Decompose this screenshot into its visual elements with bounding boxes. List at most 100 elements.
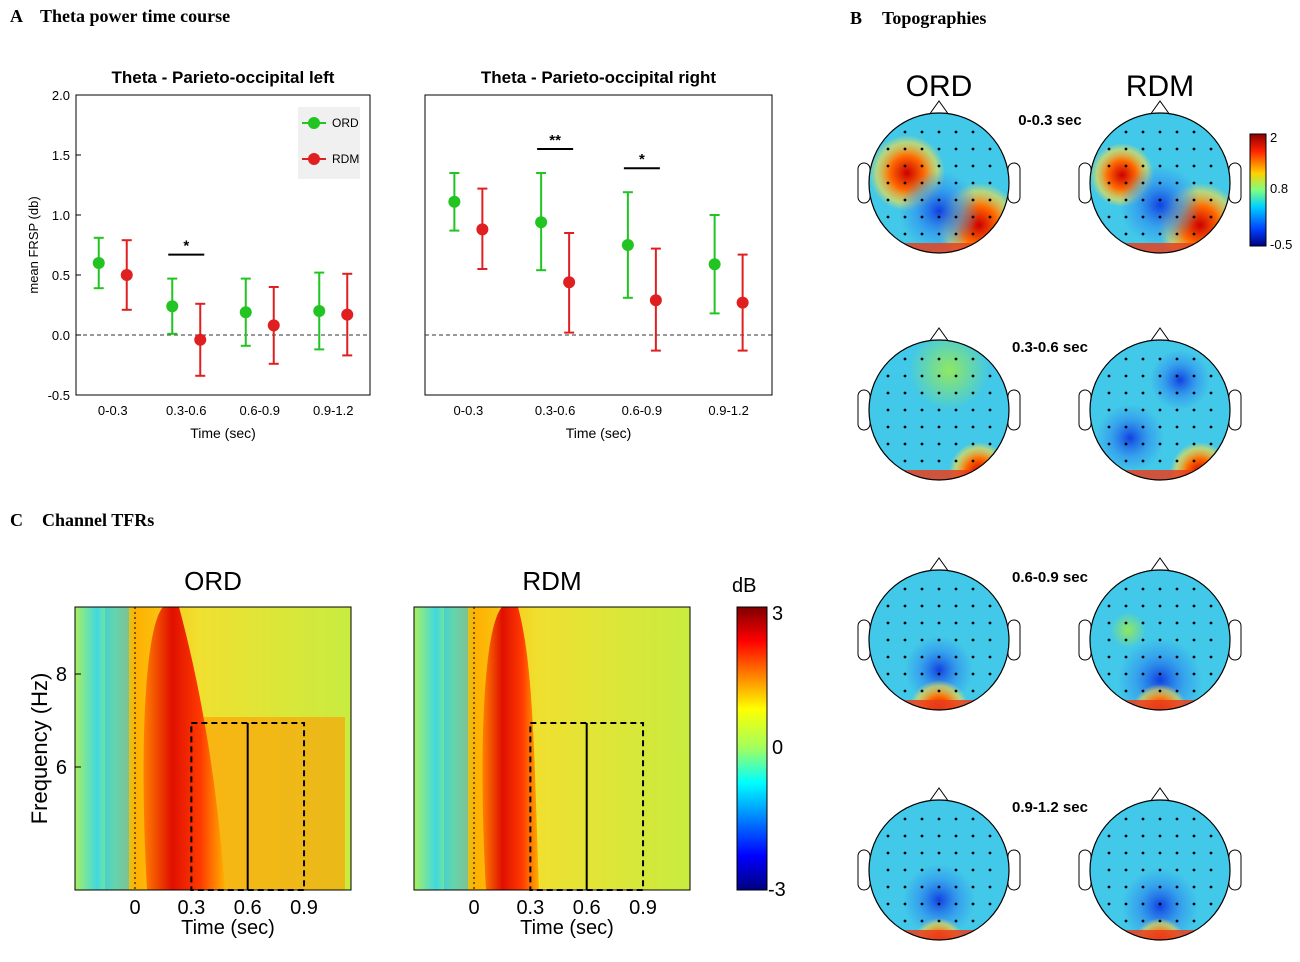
topo-electrode bbox=[1124, 919, 1128, 923]
y-tick-label: -0.5 bbox=[48, 388, 70, 403]
topo-electrode bbox=[1209, 672, 1213, 676]
topo-electrode bbox=[1192, 689, 1196, 693]
topo-electrode bbox=[1141, 232, 1145, 236]
x-tick-label: 0.3-0.6 bbox=[535, 403, 575, 418]
data-point-rdm bbox=[563, 276, 576, 289]
legend-box bbox=[298, 107, 360, 179]
topo-electrode bbox=[1158, 919, 1162, 923]
topo-electrode bbox=[1124, 232, 1128, 236]
topo-electrode bbox=[1141, 164, 1145, 168]
x-tick-label: 0-0.3 bbox=[98, 403, 128, 418]
topo-electrode bbox=[1107, 425, 1111, 429]
topo-electrode bbox=[1141, 621, 1145, 625]
topo-electrode bbox=[886, 181, 890, 185]
topo-nose bbox=[1149, 787, 1171, 803]
topo-electrode bbox=[1209, 391, 1213, 395]
topo-electrode bbox=[1141, 587, 1145, 591]
topo-electrode bbox=[954, 919, 958, 923]
topo-electrode bbox=[1124, 902, 1128, 906]
topo-electrode bbox=[971, 902, 975, 906]
data-point-rdm bbox=[267, 319, 280, 332]
topo-electrode bbox=[971, 130, 975, 134]
topo-head-map bbox=[1090, 570, 1230, 710]
topo-electrode bbox=[920, 442, 924, 446]
topo-electrode bbox=[937, 621, 941, 625]
topo-electrode bbox=[971, 391, 975, 395]
topo-electrode bbox=[886, 834, 890, 838]
topo-electrode bbox=[1175, 357, 1179, 361]
topo-electrode bbox=[1158, 425, 1162, 429]
topo-electrode bbox=[1158, 442, 1162, 446]
topo-electrode bbox=[1209, 885, 1213, 889]
topo-electrode bbox=[1124, 130, 1128, 134]
topo-electrode bbox=[954, 408, 958, 412]
topo-electrode bbox=[1124, 181, 1128, 185]
topo-electrode bbox=[903, 408, 907, 412]
topo-electrode bbox=[937, 459, 941, 463]
topo-electrode bbox=[1141, 919, 1145, 923]
topo-electrode bbox=[886, 604, 890, 608]
x-tick-label: 0.6-0.9 bbox=[622, 403, 662, 418]
topo-electrode bbox=[920, 902, 924, 906]
topo-electrode bbox=[937, 638, 941, 642]
topo-electrode bbox=[1209, 147, 1213, 151]
topo-electrode bbox=[903, 459, 907, 463]
topo-condition-label: RDM bbox=[1126, 70, 1194, 103]
topo-nose bbox=[1149, 327, 1171, 343]
topo-electrode bbox=[937, 885, 941, 889]
topo-electrode bbox=[1192, 604, 1196, 608]
topo-electrode bbox=[1175, 655, 1179, 659]
topo-electrode bbox=[1124, 357, 1128, 361]
topo-electrode bbox=[1141, 885, 1145, 889]
topo-electrode bbox=[1158, 147, 1162, 151]
significance-marker: * bbox=[183, 238, 189, 255]
topo-electrode bbox=[1192, 868, 1196, 872]
topo-electrode bbox=[954, 638, 958, 642]
topo-electrode bbox=[937, 130, 941, 134]
topo-electrode bbox=[937, 425, 941, 429]
topo-electrode bbox=[886, 885, 890, 889]
topo-electrode bbox=[937, 442, 941, 446]
topo-colorbar: 2 0.8 -0.5 bbox=[1249, 130, 1292, 252]
tfr-colorbar: dB 3 0 -3 bbox=[732, 575, 786, 901]
topo-electrode bbox=[971, 215, 975, 219]
topo-window-label: 0-0.3 sec bbox=[1018, 112, 1081, 129]
topo-electrode bbox=[1192, 817, 1196, 821]
legend-marker bbox=[308, 153, 320, 165]
topo-ear-right bbox=[1007, 162, 1021, 204]
topo-electrode bbox=[988, 215, 992, 219]
topo-electrode bbox=[971, 672, 975, 676]
topo-electrode bbox=[988, 604, 992, 608]
topo-electrode bbox=[1158, 198, 1162, 202]
data-point-rdm bbox=[476, 223, 489, 236]
topo-electrode bbox=[1124, 638, 1128, 642]
topo-electrode bbox=[1124, 391, 1128, 395]
topo-electrode bbox=[1192, 130, 1196, 134]
topo-electrode bbox=[920, 919, 924, 923]
topo-electrode bbox=[937, 604, 941, 608]
topo-ear-right bbox=[1228, 162, 1242, 204]
topo-electrode bbox=[1158, 232, 1162, 236]
topo-electrode bbox=[1141, 147, 1145, 151]
topo-electrode bbox=[988, 374, 992, 378]
topo-electrode bbox=[954, 425, 958, 429]
topo-electrode bbox=[954, 181, 958, 185]
topo-electrode bbox=[971, 621, 975, 625]
topo-electrode bbox=[937, 374, 941, 378]
topo-ear-left bbox=[857, 389, 871, 431]
topo-electrode bbox=[1158, 164, 1162, 168]
topo-electrode bbox=[1175, 885, 1179, 889]
topo-ear-right bbox=[1228, 849, 1242, 891]
topo-electrode bbox=[1175, 638, 1179, 642]
topo-electrode bbox=[988, 391, 992, 395]
tfr-x-tick-label: 0.6 bbox=[234, 897, 262, 919]
topo-electrode bbox=[920, 215, 924, 219]
topo-electrode bbox=[903, 391, 907, 395]
topo-electrode bbox=[1209, 851, 1213, 855]
topo-electrode bbox=[920, 587, 924, 591]
data-point-rdm bbox=[341, 308, 354, 321]
topo-electrode bbox=[1158, 181, 1162, 185]
topo-electrode bbox=[937, 391, 941, 395]
topo-electrode bbox=[971, 147, 975, 151]
topo-electrode bbox=[1158, 834, 1162, 838]
